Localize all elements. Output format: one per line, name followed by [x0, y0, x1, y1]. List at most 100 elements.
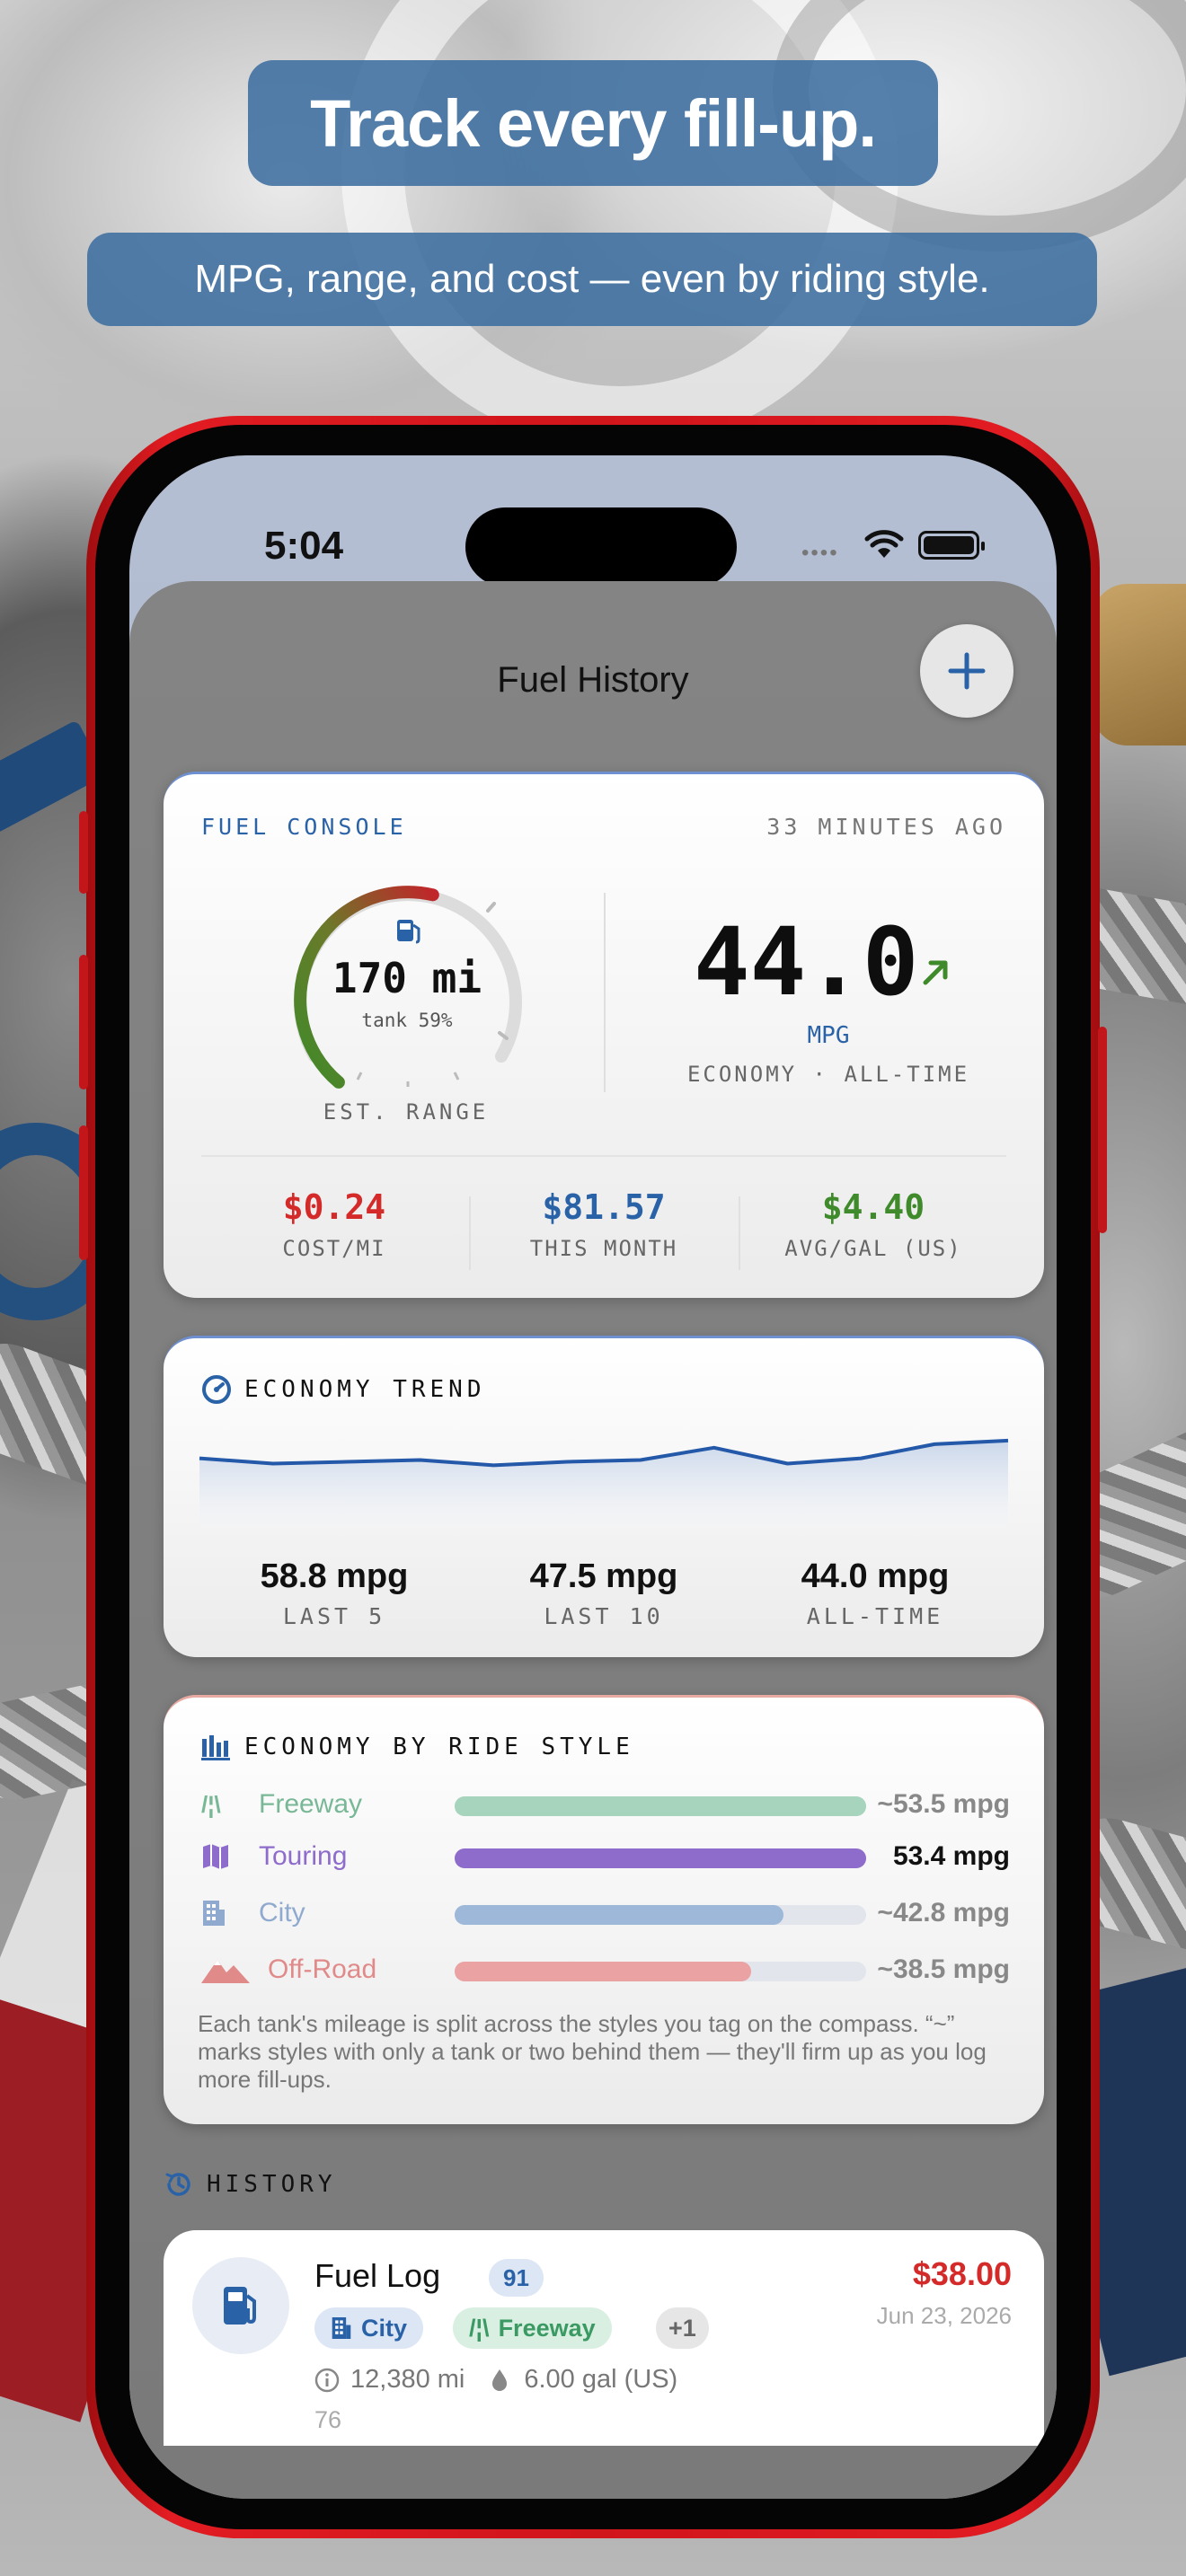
- ride-style-bar-fill: [455, 1962, 751, 1981]
- building-icon: [201, 1898, 250, 1928]
- status-bar: 5:04 ••••: [129, 455, 1057, 617]
- ride-style-bar-fill: [455, 1848, 866, 1868]
- avg-per-gallon-stat: $4.40 AVG/GAL (US): [739, 1187, 1008, 1261]
- chip-label: Freeway: [498, 2314, 596, 2342]
- this-month-stat: $81.57 THIS MONTH: [469, 1187, 739, 1261]
- chip-city[interactable]: City: [314, 2307, 424, 2349]
- plus-icon: [948, 652, 986, 690]
- mpg-value: 44.0: [694, 907, 919, 1017]
- ride-style-title: ECONOMY BY RIDE STYLE: [244, 1734, 634, 1760]
- ride-style-value: ~42.8 mpg: [877, 1898, 1010, 1928]
- stat-label: AVG/GAL (US): [784, 1236, 962, 1261]
- ride-style-name: Freeway: [259, 1789, 363, 1819]
- bar-chart-icon: [201, 1735, 230, 1760]
- subline-caption: MPG, range, and cost — even by riding st…: [87, 233, 1097, 326]
- ride-style-bar: [455, 1848, 866, 1868]
- fuel-pump-icon: [192, 2257, 289, 2354]
- ride-style-bar: [455, 1962, 866, 1981]
- stat-label: COST/MI: [282, 1236, 386, 1261]
- stat-value: 58.8 mpg: [260, 1557, 409, 1595]
- stat-value: 47.5 mpg: [529, 1557, 678, 1595]
- ride-style-name: Touring: [259, 1841, 348, 1871]
- last-5-stat: 58.8 mpg LAST 5: [199, 1557, 469, 1629]
- freeway-icon: /¦\: [201, 1790, 221, 1818]
- ride-row-touring[interactable]: Touring 53.4 mpg: [201, 1838, 1010, 1877]
- ride-row-offroad[interactable]: Off-Road ~38.5 mpg: [201, 1951, 1010, 1990]
- updated-time: 33 MINUTES AGO: [766, 814, 1006, 840]
- range-value: 170 mi: [332, 954, 482, 1002]
- trend-title: ECONOMY TREND: [244, 1376, 486, 1403]
- history-title: HISTORY: [207, 2171, 337, 2198]
- entry-meta: 12,380 mi 6.00 gal (US): [314, 2365, 677, 2395]
- stat-label: ALL-TIME: [806, 1603, 944, 1629]
- history-icon: [165, 2173, 190, 2196]
- app-screen: 5:04 •••• Fuel History: [129, 455, 1057, 2499]
- chip-label: City: [361, 2314, 408, 2342]
- divider: [604, 893, 606, 1092]
- phone-frame: 5:04 •••• Fuel History: [79, 416, 1107, 2538]
- stat-label: THIS MONTH: [529, 1236, 678, 1261]
- fuel-pump-icon: [397, 920, 420, 944]
- ride-style-card[interactable]: ECONOMY BY RIDE STYLE /¦\ Freeway ~53.5 …: [164, 1695, 1044, 2124]
- chip-more[interactable]: +1: [656, 2307, 709, 2349]
- cost-per-mile-stat: $0.24 COST/MI: [199, 1187, 469, 1261]
- entry-date: Jun 23, 2026: [876, 2302, 1012, 2329]
- ride-style-value: ~53.5 mpg: [877, 1789, 1010, 1819]
- mpg-unit: MPG: [807, 1022, 850, 1049]
- entry-extra: 76: [314, 2406, 342, 2433]
- clock: 5:04: [264, 524, 344, 568]
- signal-icon: ••••: [801, 541, 839, 565]
- last-10-stat: 47.5 mpg LAST 10: [469, 1557, 739, 1629]
- trend-header: ECONOMY TREND: [201, 1374, 486, 1405]
- wifi-icon: [864, 530, 904, 558]
- ride-style-value: 53.4 mpg: [892, 1841, 1010, 1871]
- info-icon: [314, 2368, 340, 2392]
- add-fillup-button[interactable]: [920, 624, 1013, 718]
- octane-badge: 91: [489, 2259, 544, 2297]
- odometer-value: 12,380 mi: [350, 2365, 465, 2394]
- ride-style-note: Each tank's mileage is split across the …: [198, 2010, 987, 2093]
- ride-style-bar: [455, 1796, 866, 1816]
- trend-up-icon: [923, 960, 948, 985]
- entry-price: $38.00: [912, 2255, 1012, 2292]
- entry-title: Fuel Log: [314, 2257, 441, 2294]
- economy-trend-card[interactable]: ECONOMY TREND 58.8 mpg: [164, 1336, 1044, 1657]
- chip-label: +1: [668, 2314, 696, 2342]
- ride-style-bar-fill: [455, 1905, 784, 1925]
- fuel-history-sheet: Fuel History FUEL CONSOLE 33 MINUTES AGO: [129, 581, 1057, 2499]
- stat-label: LAST 5: [282, 1603, 386, 1629]
- ride-style-name: City: [259, 1898, 305, 1928]
- stat-label: LAST 10: [544, 1603, 664, 1629]
- divider: [739, 1196, 740, 1270]
- history-entry[interactable]: Fuel Log 91 $38.00 Jun 23, 2026 City /¦\…: [164, 2230, 1044, 2446]
- chip-freeway[interactable]: /¦\ Freeway: [453, 2307, 612, 2349]
- stat-value: $81.57: [542, 1187, 666, 1227]
- stat-value: $0.24: [282, 1187, 386, 1227]
- battery-icon: [918, 531, 985, 560]
- freeway-icon: /¦\: [469, 2314, 490, 2342]
- stat-value: 44.0 mpg: [801, 1557, 950, 1595]
- ride-style-header: ECONOMY BY RIDE STYLE: [201, 1734, 634, 1760]
- map-icon: [201, 1841, 250, 1872]
- mpg-caption: ECONOMY · ALL-TIME: [686, 1062, 970, 1087]
- speedometer-icon: [202, 1375, 231, 1404]
- divider: [469, 1196, 471, 1270]
- ride-style-name: Off-Road: [268, 1954, 377, 1984]
- stat-value: $4.40: [821, 1187, 925, 1227]
- range-gauge: [294, 886, 522, 1089]
- divider: [201, 1155, 1006, 1157]
- range-label: EST. RANGE: [323, 1099, 490, 1125]
- dynamic-island: [465, 507, 737, 587]
- headline-caption: Track every fill-up.: [248, 60, 938, 186]
- console-label: FUEL CONSOLE: [201, 814, 407, 840]
- drop-icon: [492, 2369, 508, 2391]
- ride-row-city[interactable]: City ~42.8 mpg: [201, 1894, 1010, 1934]
- ride-row-freeway[interactable]: /¦\ Freeway ~53.5 mpg: [201, 1786, 1010, 1825]
- volume-value: 6.00 gal (US): [524, 2365, 678, 2394]
- ride-style-bar: [455, 1905, 866, 1925]
- building-icon: [332, 2317, 351, 2339]
- fuel-console-card[interactable]: FUEL CONSOLE 33 MINUTES AGO: [164, 772, 1044, 1298]
- economy-trend-chart: [199, 1438, 1009, 1527]
- page-title: Fuel History: [497, 660, 689, 700]
- ride-style-value: ~38.5 mpg: [877, 1954, 1010, 1984]
